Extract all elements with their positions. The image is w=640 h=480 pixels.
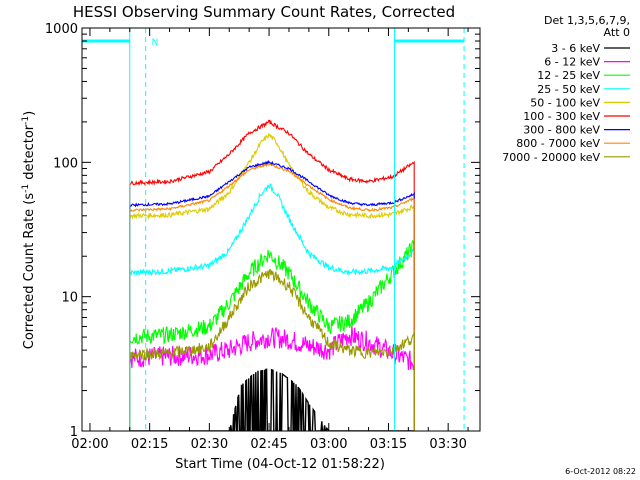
series-line-4 xyxy=(129,183,415,431)
y-tick-label: 100 xyxy=(53,156,78,171)
legend-label: 800 - 7000 keV xyxy=(516,137,600,150)
legend-label: 100 - 300 keV xyxy=(523,110,600,123)
x-tick-label: 02:30 xyxy=(191,437,228,452)
legend-label: 50 - 100 keV xyxy=(530,96,600,109)
legend-label: 12 - 25 keV xyxy=(537,69,600,82)
night-label: N xyxy=(152,38,159,48)
x-tick-label: 02:00 xyxy=(71,437,108,452)
legend-label: 25 - 50 keV xyxy=(537,83,600,96)
legend-header: Att 0 xyxy=(604,26,630,39)
legend-label: 7000 - 20000 keV xyxy=(502,151,600,164)
series-line-8 xyxy=(129,163,415,431)
x-tick-label: 02:45 xyxy=(250,437,287,452)
legend-label: 3 - 6 keV xyxy=(551,42,600,55)
series-line-6 xyxy=(129,119,415,431)
series-line-7 xyxy=(129,159,415,431)
y-tick-label: 10 xyxy=(61,291,78,306)
series-line-1 xyxy=(129,368,415,431)
x-tick-label: 03:15 xyxy=(370,437,407,452)
x-tick-label: 03:00 xyxy=(310,437,347,452)
y-axis-label: Corrected Count Rate (s-1 detector-1) xyxy=(21,111,37,349)
legend-label: 300 - 800 keV xyxy=(523,124,600,137)
x-tick-label: 03:30 xyxy=(429,437,466,452)
chart-title: HESSI Observing Summary Count Rates, Cor… xyxy=(73,3,455,21)
x-axis-label: Start Time (04-Oct-12 01:58:22) xyxy=(175,457,385,472)
series-line-5 xyxy=(129,133,415,431)
y-tick-label: 1 xyxy=(70,425,78,440)
x-tick-label: 02:15 xyxy=(131,437,168,452)
plot-frame xyxy=(81,27,481,432)
legend-label: 6 - 12 keV xyxy=(544,56,600,69)
series-line-3 xyxy=(129,239,415,431)
y-tick-label: 1000 xyxy=(45,22,78,37)
timestamp: 6-Oct-2012 08:22 xyxy=(565,467,636,476)
legend-header: Det 1,3,5,6,7,9, xyxy=(544,14,630,27)
series-line-9 xyxy=(129,268,415,431)
